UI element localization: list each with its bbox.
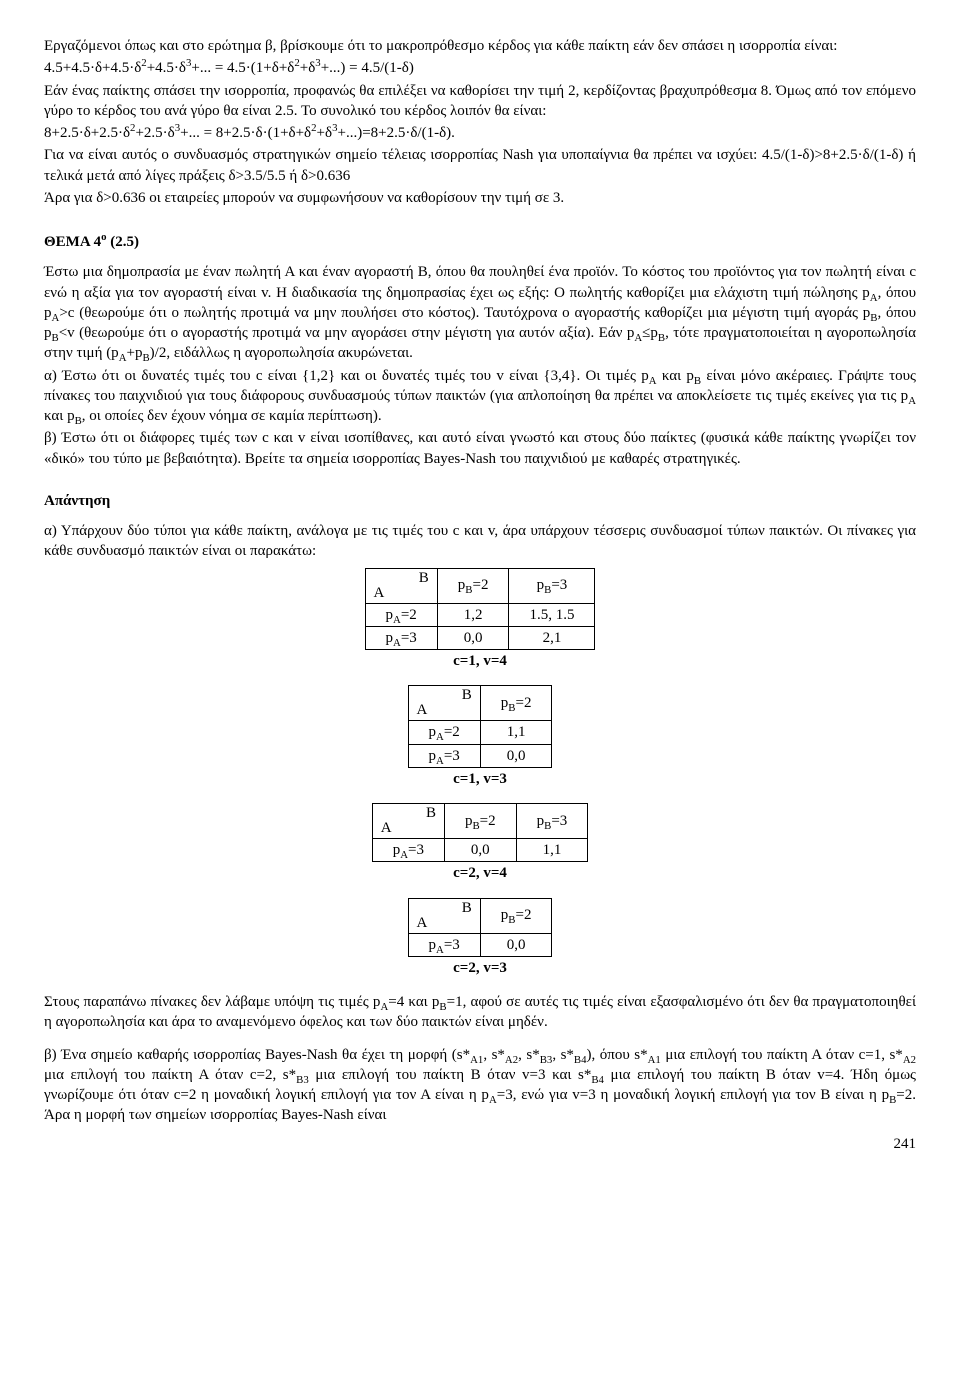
cell: 0,0 (437, 626, 509, 649)
row-header: pA=3 (372, 839, 444, 862)
table-caption: c=1, v=3 (44, 769, 916, 789)
cell: 0,0 (480, 744, 552, 767)
bottom-para-1: Στους παραπάνω πίνακες δεν λάβαμε υπόψη … (44, 992, 916, 1033)
col-header: pB=2 (480, 686, 552, 721)
theme-body-3: β) Έστω ότι οι διάφορες τιμές των c και … (44, 428, 916, 469)
top-para-3: Για να είναι αυτός ο συνδυασμός στρατηγι… (44, 145, 916, 186)
row-header: pA=3 (408, 933, 480, 956)
cell: 0,0 (480, 933, 552, 956)
payoff-table-3: BA pB=2 pB=3 pA=3 0,0 1,1 (372, 803, 589, 862)
table-caption: c=2, v=3 (44, 958, 916, 978)
answer-alpha: α) Υπάρχουν δύο τύποι για κάθε παίκτη, α… (44, 521, 916, 562)
row-header: pA=2 (365, 603, 437, 626)
page-number: 241 (44, 1134, 916, 1154)
answer-title: Απάντηση (44, 491, 916, 511)
bottom-para-2: β) Ένα σημείο καθαρής ισορροπίας Bayes-N… (44, 1045, 916, 1126)
col-header: pB=3 (516, 804, 588, 839)
theme-body-1: Έστω μια δημοπρασία με έναν πωλητή Α και… (44, 262, 916, 363)
top-eq-2: 8+2.5·δ+2.5·δ2+2.5·δ3+... = 8+2.5·δ·(1+δ… (44, 123, 916, 143)
table-caption: c=1, v=4 (44, 651, 916, 671)
row-header: pA=2 (408, 721, 480, 744)
table-caption: c=2, v=4 (44, 863, 916, 883)
theme-body-2: α) Έστω ότι οι δυνατές τιμές του c είναι… (44, 366, 916, 427)
payoff-table-2: BA pB=2 pA=2 1,1 pA=3 0,0 (408, 685, 553, 768)
top-para-2: Εάν ένας παίκτης σπάσει την ισορροπία, π… (44, 81, 916, 122)
cell: 2,1 (509, 626, 595, 649)
col-header: pB=3 (509, 568, 595, 603)
cell: 1.5, 1.5 (509, 603, 595, 626)
col-header: pB=2 (437, 568, 509, 603)
col-header: pB=2 (480, 898, 552, 933)
payoff-table-4: BA pB=2 pA=3 0,0 (408, 898, 553, 957)
theme-title: ΘΕΜΑ 4ο (2.5) (44, 232, 916, 252)
cell: 1,1 (516, 839, 588, 862)
top-eq-1: 4.5+4.5·δ+4.5·δ2+4.5·δ3+... = 4.5·(1+δ+δ… (44, 58, 916, 78)
col-header: pB=2 (444, 804, 516, 839)
cell: 1,1 (480, 721, 552, 744)
payoff-table-1: BA pB=2 pB=3 pA=2 1,2 1.5, 1.5 pA=3 0,0 … (365, 568, 596, 651)
row-header: pA=3 (408, 744, 480, 767)
cell: 1,2 (437, 603, 509, 626)
top-para-1: Εργαζόμενοι όπως και στο ερώτημα β, βρίσ… (44, 36, 916, 56)
top-para-4: Άρα για δ>0.636 οι εταιρείες μπορούν να … (44, 188, 916, 208)
row-header: pA=3 (365, 626, 437, 649)
cell: 0,0 (444, 839, 516, 862)
